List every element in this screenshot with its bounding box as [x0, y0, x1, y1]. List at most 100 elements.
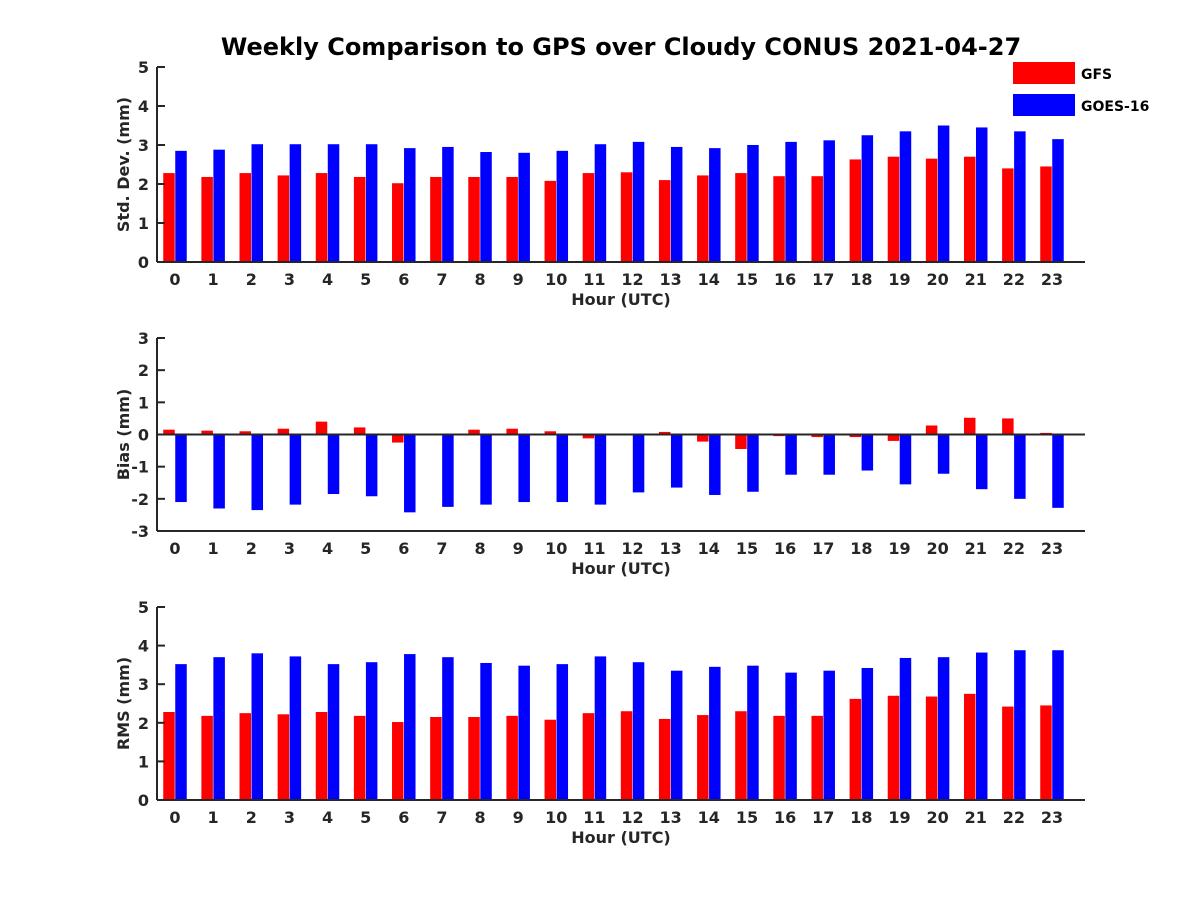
- x-tick-label: 11: [583, 539, 605, 558]
- bar-goes16-9: [518, 434, 530, 503]
- bar-goes16-11: [594, 434, 607, 505]
- x-tick-label: 10: [545, 808, 567, 827]
- x-tick-label: 2: [246, 808, 257, 827]
- bar-gfs-2: [239, 713, 252, 800]
- bar-goes16-18: [861, 667, 874, 800]
- bar-gfs-15: [735, 711, 747, 800]
- bar-goes16-7: [442, 434, 454, 507]
- bar-goes16-0: [175, 150, 187, 262]
- bar-gfs-5: [353, 176, 366, 262]
- bar-goes16-6: [404, 654, 416, 800]
- bar-gfs-8: [468, 176, 480, 262]
- bar-gfs-23: [1040, 705, 1052, 800]
- legend-swatch-goes16: [1013, 94, 1075, 116]
- x-tick-label: 21: [965, 539, 987, 558]
- x-tick-label: 18: [850, 808, 872, 827]
- bar-goes16-4: [327, 434, 340, 495]
- x-tick-label: 1: [208, 808, 219, 827]
- bar-goes16-2: [251, 434, 264, 511]
- bar-goes16-21: [975, 127, 988, 262]
- x-tick-label: 5: [360, 539, 371, 558]
- bar-gfs-22: [1002, 168, 1014, 262]
- bar-gfs-4: [315, 421, 328, 435]
- legend: GFS GOES-16: [1013, 62, 1149, 116]
- bar-goes16-3: [289, 144, 302, 262]
- bar-gfs-0: [163, 173, 175, 262]
- bar-goes16-2: [251, 653, 264, 800]
- x-tick-label: 11: [583, 270, 605, 289]
- bar-gfs-6: [392, 183, 404, 262]
- x-tick-label: 16: [774, 539, 796, 558]
- x-tick-label: 15: [736, 539, 758, 558]
- bar-goes16-8: [480, 434, 492, 505]
- bar-gfs-2: [239, 173, 252, 262]
- bar-goes16-6: [404, 434, 416, 513]
- bar-gfs-10: [544, 180, 557, 262]
- x-tick-label: 1: [208, 270, 219, 289]
- bar-gfs-2: [239, 431, 252, 435]
- y-tick-label: 3: [138, 329, 149, 348]
- x-tick-label: 4: [322, 539, 333, 558]
- bar-goes16-10: [556, 150, 569, 262]
- bar-goes16-3: [289, 656, 302, 800]
- x-tick-label: 4: [322, 808, 333, 827]
- x-tick-label: 10: [545, 539, 567, 558]
- bar-gfs-19: [887, 156, 900, 262]
- bar-gfs-20: [925, 696, 938, 800]
- x-tick-label: 23: [1041, 270, 1063, 289]
- bar-goes16-16: [785, 141, 797, 262]
- bar-goes16-8: [480, 662, 492, 800]
- bar-goes16-7: [442, 146, 454, 262]
- bar-goes16-9: [518, 152, 530, 262]
- x-tick-label: 22: [1003, 808, 1025, 827]
- x-tick-label: 7: [436, 270, 447, 289]
- bar-goes16-1: [213, 434, 225, 509]
- bar-goes16-23: [1052, 650, 1064, 800]
- x-tick-label: 14: [698, 808, 720, 827]
- bar-goes16-22: [1014, 650, 1026, 800]
- x-axis-label: Hour (UTC): [571, 559, 671, 578]
- y-tick-label: 3: [138, 675, 149, 694]
- x-tick-label: 22: [1003, 270, 1025, 289]
- bar-goes16-14: [709, 434, 721, 495]
- x-tick-label: 20: [926, 270, 948, 289]
- bar-goes16-22: [1014, 434, 1026, 499]
- bar-gfs-10: [544, 431, 557, 435]
- bar-goes16-17: [823, 140, 835, 262]
- bar-goes16-13: [670, 434, 683, 488]
- y-tick-label: 2: [138, 714, 149, 733]
- x-tick-label: 0: [169, 270, 180, 289]
- bar-gfs-16: [773, 176, 785, 262]
- bar-gfs-6: [392, 434, 404, 443]
- y-tick-label: -2: [131, 490, 149, 509]
- bar-goes16-18: [861, 135, 874, 262]
- y-tick-label: 0: [138, 253, 149, 272]
- y-tick-label: 2: [138, 175, 149, 194]
- bar-goes16-1: [213, 149, 225, 262]
- bar-gfs-18: [849, 159, 862, 262]
- bar-gfs-8: [468, 429, 480, 435]
- x-tick-label: 5: [360, 270, 371, 289]
- x-tick-label: 15: [736, 270, 758, 289]
- x-tick-label: 2: [246, 270, 257, 289]
- bar-goes16-11: [594, 656, 607, 800]
- x-tick-label: 6: [398, 808, 409, 827]
- bar-gfs-17: [811, 715, 823, 800]
- bar-goes16-14: [709, 666, 721, 800]
- bar-goes16-16: [785, 672, 797, 800]
- bar-goes16-7: [442, 657, 454, 800]
- bar-goes16-9: [518, 665, 530, 800]
- bar-goes16-5: [365, 662, 378, 800]
- bar-goes16-0: [175, 434, 187, 503]
- bar-goes16-4: [327, 664, 340, 800]
- x-axis-label: Hour (UTC): [571, 828, 671, 847]
- x-tick-label: 3: [284, 270, 295, 289]
- x-tick-label: 4: [322, 270, 333, 289]
- bar-goes16-22: [1014, 131, 1026, 262]
- y-tick-label: -1: [131, 458, 149, 477]
- bar-goes16-15: [747, 145, 759, 262]
